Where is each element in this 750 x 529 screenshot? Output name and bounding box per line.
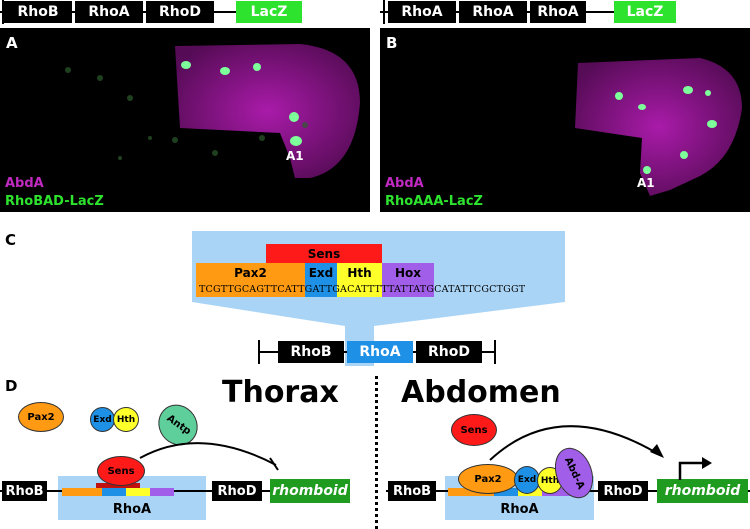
sens-bound: Sens [97,456,145,486]
abda-label: AbdA [5,176,44,191]
rhob-box: RhoB [388,481,436,501]
gene-label: rhomboid [272,483,348,499]
panel-letter: B [386,34,398,52]
rhob-box: RhoB [4,1,72,23]
rhoa-box-3: RhoA [530,1,586,23]
pax2-bound: Pax2 [458,464,518,494]
rhod-box: RhoD [598,481,648,501]
panel-letter: A [6,34,18,52]
enhancer-label: RhoA [500,501,539,517]
pax2-site: Pax2 [196,263,305,282]
panel-a-image: A A1 AbdA RhoBAD-LacZ [0,28,370,212]
lacz-box: LacZ [614,1,676,23]
rhod-box: RhoD [416,341,482,363]
rhoa-box: RhoA [347,341,413,363]
reporter-label: RhoAAA-LacZ [385,194,483,209]
rhod-box: RhoD [146,1,214,23]
sens-free: Sens [451,414,497,446]
hth-factor: Hth [113,407,139,432]
pax2-factor: Pax2 [18,402,64,432]
abdomen-title: Abdomen [401,375,561,410]
segment-marker: A1 [637,176,655,190]
rhoa-box: RhoA [75,1,143,23]
segment-marker: A1 [286,149,304,163]
reporter-label: RhoBAD-LacZ [5,194,104,209]
thorax-title: Thorax [222,375,339,410]
rhomboid-gene: rhomboid [657,479,748,503]
rhod-box: RhoD [212,481,262,501]
panel-b-image: B A1 AbdA RhoAAA-LacZ [380,28,750,212]
hth-site: Hth [337,263,382,282]
rhoa-box-2: RhoA [459,1,527,23]
panel-letter: D [5,377,18,395]
embryo-b-illustration [575,58,742,196]
divider [375,376,378,529]
embryo-a-illustration [65,44,360,178]
abda-label: AbdA [385,176,424,191]
panel-letter: C [5,231,17,249]
exd-site: Exd [305,263,337,282]
rhoa-box-1: RhoA [388,1,456,23]
enhancer-label: RhoA [112,501,152,517]
rhob-box: RhoB [2,481,47,501]
hox-site: Hox [382,263,434,282]
sens-site: Sens [266,244,382,263]
rhob-box: RhoB [278,341,344,363]
lacz-box: LacZ [236,1,302,23]
dna-sequence: TCGTTGCAGTTCATTGATTGACATTTTTATTATGCATATT… [199,284,526,295]
gene-label: rhomboid [664,483,741,499]
rhomboid-gene: rhomboid [270,479,350,503]
